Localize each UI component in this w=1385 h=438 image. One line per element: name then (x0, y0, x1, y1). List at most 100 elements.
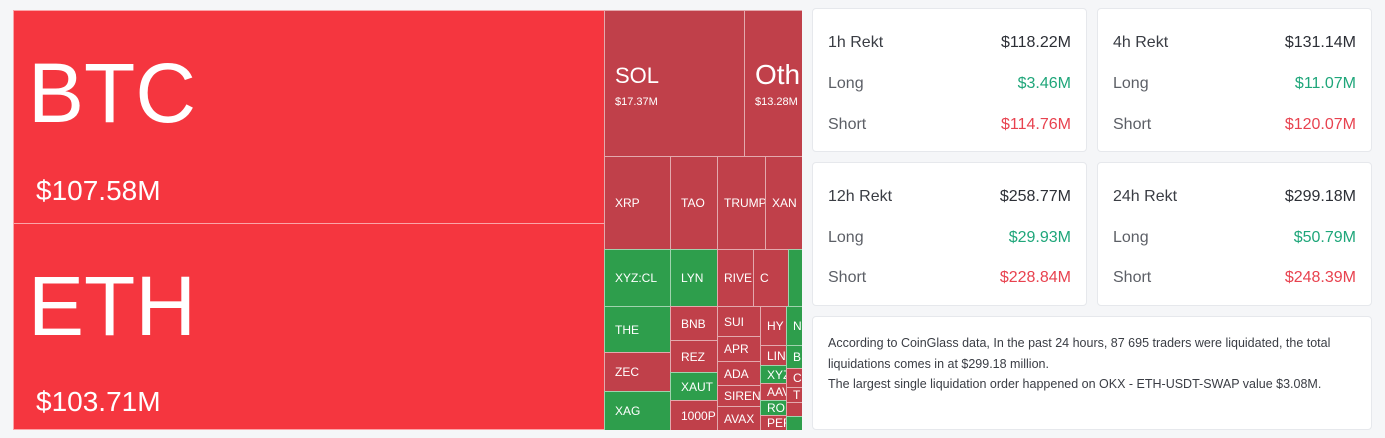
short-label: Short (1113, 269, 1152, 286)
tile-eth-value: $103.71M (36, 386, 161, 417)
tile-xrp-label: XRP (615, 196, 640, 210)
short-label: Short (1113, 116, 1152, 133)
stat-title: 1h Rekt (828, 34, 884, 51)
tile-xrp[interactable]: XRP (604, 156, 671, 250)
tile-xyzcl[interactable]: XYZ:CL (604, 249, 671, 307)
tile-1000p-label: 1000P (681, 408, 716, 423)
long-label: Long (1113, 229, 1149, 246)
long-value: $11.07M (1294, 75, 1356, 92)
tile-siren[interactable]: SIREN (717, 385, 761, 407)
tile-aav[interactable]: AAV (760, 383, 787, 401)
tile-c-label: C (760, 271, 769, 285)
tile-sol-symbol: SOL (615, 63, 660, 88)
tile-ro-label: RO (767, 401, 785, 415)
tile-t-label: T (793, 388, 801, 402)
short-value: $120.07M (1284, 116, 1356, 133)
liquidation-summary: According to CoinGlass data, In the past… (812, 316, 1372, 430)
tile-the[interactable]: THE (604, 306, 671, 353)
short-label: Short (828, 116, 867, 133)
short-value: $114.76M (1001, 116, 1071, 133)
tile-zec-label: ZEC (615, 365, 639, 379)
stat-card-4h: 4h Rekt $131.14M Long $11.07M Short $120.07… (1097, 8, 1372, 152)
tile-sol[interactable]: SOL $17.37M (604, 10, 745, 157)
liquidation-treemap: BTC $107.58M ETH $103.71M SOL $17.37M Ot… (13, 10, 802, 430)
tile-bnb[interactable]: BNB (670, 306, 718, 341)
tile-n-label: N (793, 319, 802, 333)
tile-per-label: PER (767, 416, 786, 430)
tile-hy[interactable]: HY (760, 306, 787, 346)
tile-the-label: THE (615, 322, 639, 337)
summary-text: According to CoinGlass data, In the past… (828, 333, 1356, 395)
tile-apr-label: APR (724, 342, 749, 356)
tile-c[interactable]: C (753, 249, 789, 307)
tile-b[interactable]: B (786, 345, 802, 369)
tile-btc[interactable]: BTC $107.58M (13, 10, 605, 224)
stat-title: 24h Rekt (1113, 188, 1178, 205)
long-label: Long (1113, 75, 1149, 92)
tile-xyz[interactable]: XYZ (760, 365, 787, 384)
short-label: Short (828, 269, 867, 286)
tile-xyzcl-label: XYZ:CL (615, 271, 658, 285)
tile-1000p[interactable]: 1000P (670, 400, 718, 430)
tile-c2[interactable]: C (786, 368, 802, 388)
tile-tao-label: TAO (681, 196, 705, 210)
summary-line-1: According to CoinGlass data, In the past… (828, 336, 1331, 371)
tile-sui[interactable]: SUI (717, 306, 761, 337)
tile-sui-label: SUI (724, 314, 745, 329)
tile-lin[interactable]: LIN (760, 345, 787, 366)
long-label: Long (828, 229, 864, 246)
tile-other-symbol: Oth (755, 59, 801, 90)
tile-other[interactable]: Oth $13.28M (744, 10, 802, 157)
tile-other-value: $13.28M (755, 96, 798, 108)
tile-lin-label: LIN (767, 348, 786, 363)
tile-xag-label: XAG (615, 404, 641, 418)
tile-trump[interactable]: TRUMP (717, 156, 766, 250)
tile-xaut[interactable]: XAUT (670, 372, 718, 401)
tile-ada[interactable]: ADA (717, 361, 761, 386)
stat-card-24h: 24h Rekt $299.18M Long $50.79M Short $248.3… (1097, 162, 1372, 306)
short-value: $248.39M (1284, 269, 1356, 286)
tile-apr[interactable]: APR (717, 336, 761, 362)
tile-avax[interactable]: AVAX (717, 406, 761, 430)
stat-title: 4h Rekt (1113, 34, 1169, 51)
tile-aav-label: AAV (767, 385, 786, 399)
tile-xan-label: XAN (772, 196, 797, 210)
tile-misc-1[interactable] (786, 402, 802, 417)
long-value: $50.79M (1293, 229, 1356, 246)
tile-misc-2[interactable] (786, 416, 802, 430)
tile-tao[interactable]: TAO (670, 156, 718, 250)
tile-eth[interactable]: ETH $103.71M (13, 223, 605, 430)
tile-xag[interactable]: XAG (604, 391, 671, 430)
tile-c2-label: C (793, 371, 802, 385)
stat-total: $118.22M (1001, 34, 1071, 51)
tile-trump-label: TRUMP (724, 196, 766, 210)
tile-ada-label: ADA (724, 366, 749, 381)
tile-zec[interactable]: ZEC (604, 352, 671, 392)
tile-xaut-label: XAUT (681, 379, 714, 394)
long-value: $29.93M (1008, 229, 1071, 246)
tile-avax-label: AVAX (724, 411, 755, 426)
stat-total: $258.77M (999, 188, 1071, 205)
tile-xan[interactable]: XAN (765, 156, 802, 250)
tile-river-label: RIVE (724, 271, 753, 285)
tile-rez[interactable]: REZ (670, 340, 718, 373)
long-label: Long (828, 75, 864, 92)
stat-total: $131.14M (1284, 34, 1356, 51)
stat-title: 12h Rekt (828, 188, 893, 205)
tile-sol-value: $17.37M (615, 96, 658, 108)
tile-river[interactable]: RIVE (717, 249, 754, 307)
tile-green-small[interactable] (788, 249, 802, 307)
tile-ro[interactable]: RO (760, 400, 787, 416)
tile-t[interactable]: T (786, 387, 802, 403)
tile-btc-value: $107.58M (36, 175, 161, 206)
stat-card-1h: 1h Rekt $118.22M Long $3.46M Short $114.76M (812, 8, 1087, 152)
tile-rez-label: REZ (681, 349, 705, 364)
tile-lyn[interactable]: LYN (670, 249, 718, 307)
tile-eth-symbol: ETH (28, 259, 196, 353)
tile-siren-label: SIREN (724, 389, 761, 403)
summary-line-2: The largest single liquidation order hap… (828, 377, 1322, 391)
long-value: $3.46M (1017, 75, 1071, 92)
stat-total: $299.18M (1284, 188, 1356, 205)
tile-per[interactable]: PER (760, 415, 787, 430)
tile-n[interactable]: N (786, 306, 802, 346)
